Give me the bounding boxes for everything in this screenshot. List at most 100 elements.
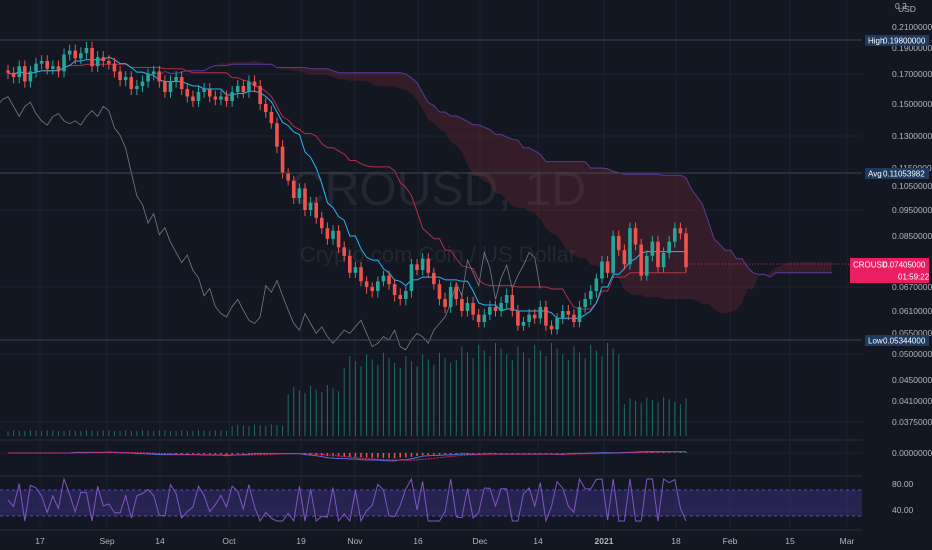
candle-body[interactable] <box>319 217 324 229</box>
candle-body[interactable] <box>286 173 290 181</box>
candle-body[interactable] <box>291 180 296 198</box>
candle-body[interactable] <box>443 299 447 307</box>
candle-body[interactable] <box>544 307 548 326</box>
candle-body[interactable] <box>588 291 593 299</box>
candle-body[interactable] <box>342 247 346 256</box>
candle-body[interactable] <box>359 267 363 282</box>
candle-body[interactable] <box>101 57 106 61</box>
candle-body[interactable] <box>280 146 285 174</box>
candle-body[interactable] <box>527 314 531 322</box>
candle-body[interactable] <box>409 264 414 291</box>
candle-body[interactable] <box>247 81 251 93</box>
candle-body[interactable] <box>258 86 262 104</box>
candlestick-series[interactable] <box>6 41 688 335</box>
candle-body[interactable] <box>611 236 615 273</box>
candle-body[interactable] <box>151 71 156 74</box>
candle-body[interactable] <box>95 57 100 67</box>
candle-body[interactable] <box>616 236 621 251</box>
candle-body[interactable] <box>493 307 498 311</box>
candle-body[interactable] <box>392 284 397 295</box>
candle-body[interactable] <box>297 188 302 198</box>
candle-body[interactable] <box>387 275 391 285</box>
candle-body[interactable] <box>448 287 453 307</box>
candle-body[interactable] <box>432 272 436 285</box>
candle-body[interactable] <box>476 314 481 322</box>
candle-body[interactable] <box>566 311 571 315</box>
candle-body[interactable] <box>376 281 380 291</box>
candle-body[interactable] <box>34 63 38 72</box>
candle-body[interactable] <box>577 307 582 322</box>
candle-body[interactable] <box>112 63 117 72</box>
candle-body[interactable] <box>504 295 509 303</box>
candle-body[interactable] <box>269 112 274 124</box>
candle-body[interactable] <box>650 241 655 256</box>
candle-body[interactable] <box>73 50 78 59</box>
candle-body[interactable] <box>398 295 403 299</box>
candle-body[interactable] <box>224 96 229 102</box>
candle-body[interactable] <box>107 61 111 64</box>
candle-body[interactable] <box>11 72 16 77</box>
candle-body[interactable] <box>163 81 167 93</box>
candle-body[interactable] <box>672 228 677 242</box>
candle-body[interactable] <box>521 322 526 326</box>
candle-body[interactable] <box>39 61 44 64</box>
candle-body[interactable] <box>140 81 145 87</box>
candle-body[interactable] <box>331 230 335 239</box>
candle-body[interactable] <box>235 86 240 92</box>
candle-body[interactable] <box>146 74 150 82</box>
candle-body[interactable] <box>123 77 128 80</box>
time-axis[interactable]: 17 Sep 14 Oct 19 Nov 16 Dec 14 2021 18 Feb 15 Mar <box>35 536 854 546</box>
candle-body[interactable] <box>325 228 330 239</box>
candle-body[interactable] <box>482 314 487 322</box>
candle-body[interactable] <box>532 314 537 319</box>
candle-body[interactable] <box>437 284 442 299</box>
candle-body[interactable] <box>252 81 257 87</box>
candle-body[interactable] <box>605 261 610 273</box>
candle-body[interactable] <box>471 303 475 315</box>
candle-body[interactable] <box>241 86 246 92</box>
candle-body[interactable] <box>426 258 431 273</box>
candle-body[interactable] <box>263 104 268 112</box>
candle-body[interactable] <box>56 66 61 72</box>
candle-body[interactable] <box>644 255 649 276</box>
candle-body[interactable] <box>370 287 375 291</box>
candle-body[interactable] <box>353 267 358 273</box>
candle-body[interactable] <box>583 299 587 307</box>
candle-body[interactable] <box>633 228 638 245</box>
candle-body[interactable] <box>415 264 419 270</box>
candle-body[interactable] <box>549 325 554 330</box>
candle-body[interactable] <box>594 278 599 292</box>
candle-body[interactable] <box>499 303 503 311</box>
candle-body[interactable] <box>275 123 279 147</box>
candle-body[interactable] <box>460 299 464 311</box>
candle-body[interactable] <box>572 314 576 322</box>
candle-body[interactable] <box>348 255 352 273</box>
candle-body[interactable] <box>207 89 212 97</box>
candle-body[interactable] <box>6 70 10 73</box>
candle-body[interactable] <box>17 66 22 77</box>
candle-body[interactable] <box>191 96 195 102</box>
candle-body[interactable] <box>420 258 425 270</box>
candle-body[interactable] <box>157 71 162 82</box>
candle-body[interactable] <box>230 92 234 101</box>
candle-body[interactable] <box>364 281 369 287</box>
candle-body[interactable] <box>28 71 33 82</box>
candle-body[interactable] <box>219 96 223 100</box>
candle-body[interactable] <box>555 318 559 330</box>
candle-body[interactable] <box>168 81 173 93</box>
candle-body[interactable] <box>336 230 341 248</box>
candle-body[interactable] <box>213 96 218 100</box>
candle-body[interactable] <box>129 77 134 89</box>
candle-body[interactable] <box>510 295 515 311</box>
candle-body[interactable] <box>560 311 565 319</box>
candle-body[interactable] <box>303 188 307 210</box>
candle-body[interactable] <box>538 307 543 319</box>
candle-body[interactable] <box>135 86 139 89</box>
candle-body[interactable] <box>381 275 386 282</box>
candle-body[interactable] <box>516 311 520 326</box>
candle-body[interactable] <box>118 71 122 80</box>
candle-body[interactable] <box>656 241 660 268</box>
